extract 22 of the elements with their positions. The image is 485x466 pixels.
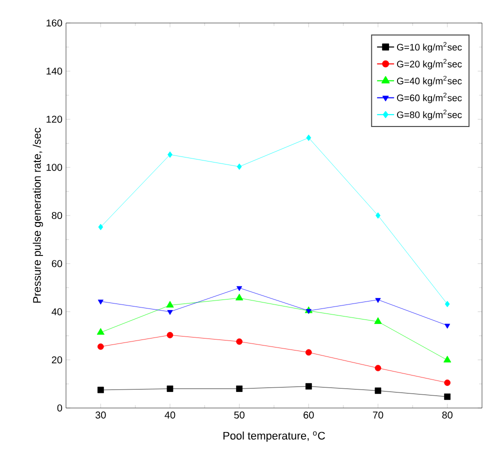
y-tick-label: 100: [46, 164, 62, 171]
x-tick-label: 70: [372, 412, 384, 419]
legend-label: G=60 kg/m$^{2}$sec: [397, 92, 462, 104]
x-tick-label: 30: [96, 412, 106, 419]
x-tick-label: 80: [442, 412, 452, 419]
legend-label: G=80 kg/m$^{2}$sec: [397, 110, 462, 120]
x-tick-label: 60: [304, 412, 314, 419]
y-tick-label: 140: [46, 68, 62, 75]
x-tick-label: 50: [234, 412, 244, 419]
y-tick-label: 60: [52, 260, 62, 268]
y-tick-label: 80: [52, 212, 62, 220]
x-axis-title: Pool temperature, $^{o}$C: [223, 431, 325, 442]
y-tick-label: 120: [46, 116, 62, 123]
legend-label: G=10 kg/m$^{2}$sec: [397, 42, 462, 52]
legend-label: G=40 kg/m$^{2}$sec: [397, 76, 462, 86]
y-tick-label: 20: [52, 356, 62, 364]
legend-label: G=20 kg/m$^{2}$sec: [397, 58, 462, 70]
y-tick-label: 0: [57, 404, 62, 412]
y-axis-title: Pressure pulse generation rate, /sec: [32, 128, 43, 303]
x-tick-label: 40: [164, 412, 176, 419]
y-tick-label: 40: [52, 308, 62, 316]
y-tick-label: 160: [46, 19, 62, 27]
